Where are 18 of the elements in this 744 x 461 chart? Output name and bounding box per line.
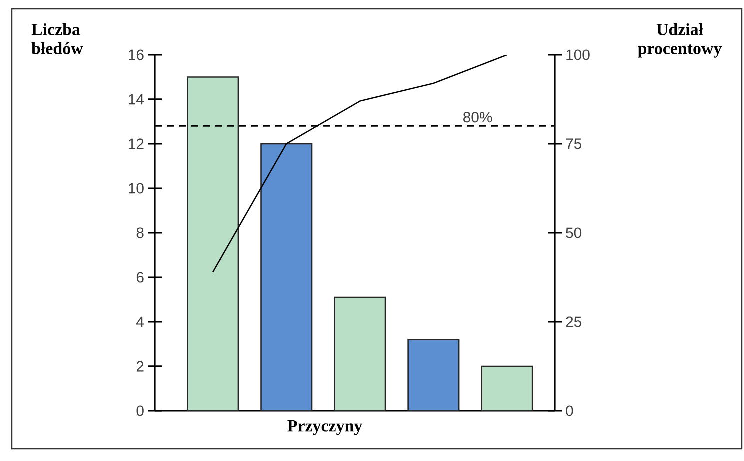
y-tick-label: 6 — [136, 272, 144, 283]
y-tick-label: 14 — [129, 94, 144, 105]
ref-line-label: 80% — [464, 112, 492, 123]
x-axis-title: Przyczyny — [288, 420, 362, 436]
y2-tick-label: 25 — [566, 316, 582, 328]
y2-axis-title: Udział procentowy — [638, 24, 722, 58]
y2-tick-label: 100 — [566, 50, 590, 60]
y2-tick-label: 50 — [566, 228, 582, 238]
y-tick-label: 12 — [129, 138, 144, 150]
y-tick-label: 16 — [129, 50, 144, 60]
y-tick-label: 10 — [129, 183, 144, 194]
y2-tick-label: 0 — [566, 406, 574, 416]
y2-tick-label: 75 — [566, 138, 582, 150]
y-axis-title: Liczba błedów — [32, 24, 84, 54]
y-tick-label: 2 — [136, 361, 144, 372]
y-tick-label: 4 — [136, 316, 144, 328]
y-tick-label: 0 — [136, 406, 144, 416]
y-tick-label: 8 — [136, 228, 144, 238]
